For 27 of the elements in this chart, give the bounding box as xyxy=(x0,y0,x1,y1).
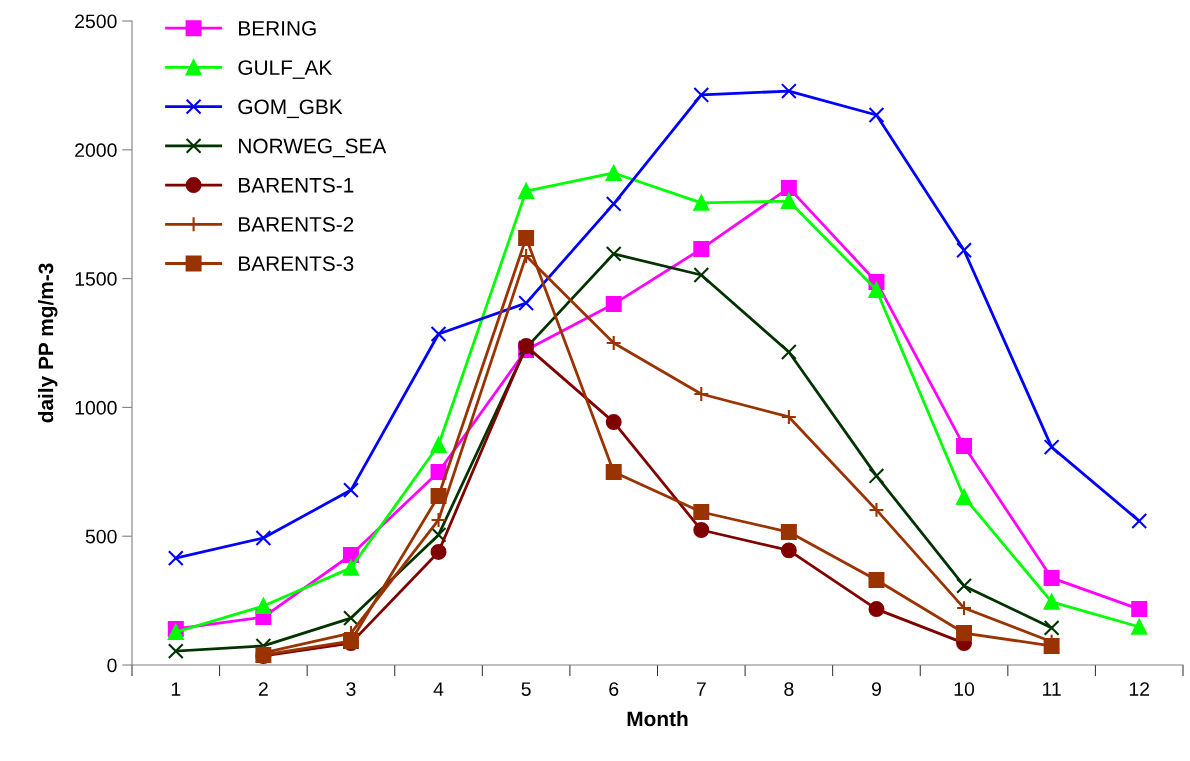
y-tick-label: 1500 xyxy=(75,272,117,286)
x-tick-label: 4 xyxy=(433,682,444,696)
x-tick-label: 6 xyxy=(609,682,619,696)
x-tick-label: 12 xyxy=(1129,682,1150,696)
y-tick-label: 1000 xyxy=(75,400,117,415)
y-tick-label: 0 xyxy=(107,658,117,673)
legend-label: BARENTS-3 xyxy=(239,256,354,272)
y-tick-label: 500 xyxy=(85,529,117,544)
x-tick-label: 7 xyxy=(696,682,706,696)
legend-label: GULF_AK xyxy=(238,60,333,79)
x-tick-label: 2 xyxy=(258,682,268,696)
y-tick-label: 2000 xyxy=(75,143,117,158)
x-tick-label: 11 xyxy=(1043,682,1061,696)
legend-label: BERING xyxy=(239,20,316,36)
x-tick-label: 10 xyxy=(954,682,975,696)
y-axis-title: daily PP mg/m-3 xyxy=(37,263,58,423)
x-tick-label: 3 xyxy=(346,682,356,696)
legend-label: BARENTS-1 xyxy=(239,177,354,193)
x-tick-label: 5 xyxy=(521,682,531,696)
x-tick-label: 1 xyxy=(171,682,181,696)
x-tick-label: 8 xyxy=(784,682,794,696)
legend-label: NORWEG_SEA xyxy=(239,138,387,158)
x-axis-title: Month xyxy=(627,710,688,727)
x-tick-label: 9 xyxy=(871,682,881,696)
y-tick-label: 2500 xyxy=(75,14,117,29)
legend-label: GOM_GBK xyxy=(238,99,343,119)
legend-label: BARENTS-2 xyxy=(239,217,354,232)
